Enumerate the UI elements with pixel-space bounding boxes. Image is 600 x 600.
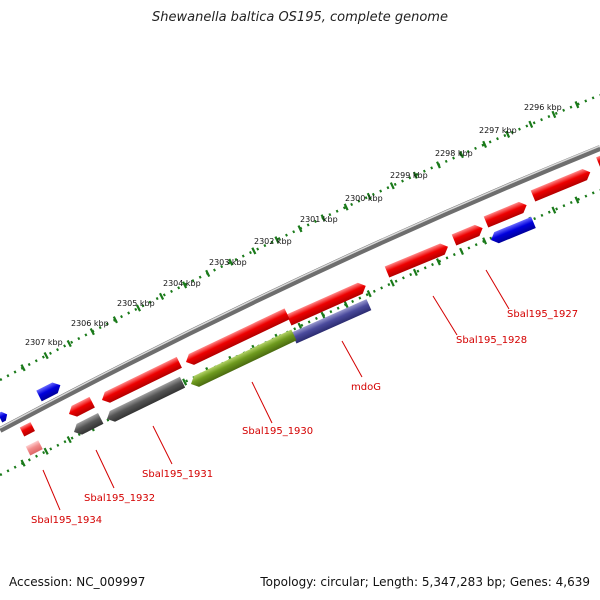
outer-tick-marks (20, 101, 580, 372)
scale-tick (89, 327, 95, 336)
gene-label: mdoG (351, 382, 381, 393)
scale-label: 2296 kbp (524, 103, 562, 112)
scale-label: 2306 kbp (71, 319, 109, 328)
gene-arrow (286, 282, 366, 326)
scale-tick (551, 110, 557, 119)
scale-tick (343, 203, 349, 211)
scale-label: 2300 kbp (345, 194, 383, 203)
gene-arrow (107, 376, 186, 422)
label-callouts (42, 269, 510, 511)
scale-tick (320, 311, 326, 319)
gene-label: Sbal195_1931 (142, 469, 213, 480)
scale-tick (228, 258, 234, 266)
scale-tick (43, 351, 49, 360)
scale-tick (320, 214, 326, 222)
map-title: Shewanella baltica OS195, complete genom… (152, 10, 448, 25)
scale-tick (20, 364, 26, 372)
gene-arrow (191, 329, 297, 387)
scale-tick (274, 236, 280, 244)
scale-tick (412, 171, 418, 179)
reverse-genes (19, 216, 536, 456)
scale-labels: 2296 kbp 2297 kbp 2298 kbp 2299 kbp 2300… (25, 103, 562, 347)
scale-tick (343, 300, 349, 309)
gene-arrow (483, 201, 527, 228)
gene-arrow (384, 243, 448, 278)
scale-tick (482, 237, 488, 245)
gene-label: Sbal195_1927 (507, 309, 578, 320)
scale-tick (366, 290, 372, 298)
scale-tick (297, 225, 303, 233)
gene-arrow (451, 224, 483, 246)
gene-arrow (291, 299, 372, 344)
scale-label: 2307 kbp (25, 338, 63, 347)
scale-label: 2304 kbp (163, 279, 201, 288)
scale-tick (135, 304, 142, 312)
gene-arrow (596, 153, 600, 167)
scale-label: 2303 kbp (209, 258, 247, 267)
scale-tick (412, 268, 418, 277)
scale-tick (389, 182, 395, 190)
scale-tick (389, 279, 395, 287)
gene-arrow (69, 396, 95, 417)
scale-label: 2298 kbp (435, 149, 473, 158)
gene-label: Sbal195_1928 (456, 335, 527, 346)
gene-label: Sbal195_1930 (242, 426, 313, 437)
scale-tick (182, 378, 188, 386)
scale-label: 2297 kbp (479, 126, 517, 135)
scale-tick (112, 316, 118, 324)
scale-tick (20, 459, 26, 467)
scale-tick (459, 150, 464, 159)
scale-tick (574, 196, 580, 204)
scale-tick (251, 247, 257, 255)
genome-backbone (0, 145, 600, 433)
scale-tick (505, 130, 511, 138)
scale-tick (182, 281, 188, 289)
scale-tick (459, 247, 464, 255)
scale-tick (528, 120, 534, 128)
scale-label: 2301 kbp (300, 215, 338, 224)
gene-arrow (19, 422, 35, 437)
scale-tick (551, 206, 557, 214)
scale-tick (66, 435, 72, 444)
scale-tick (436, 161, 441, 169)
gene-arrow (491, 216, 536, 244)
scale-tick (158, 292, 165, 301)
gene-labels: Sbal195_1927 Sbal195_1928 mdoG Sbal195_1… (31, 309, 578, 526)
scale-tick (366, 192, 372, 200)
genome-summary-text: Topology: circular; Length: 5,347,283 bp… (260, 575, 590, 589)
gene-arrow (0, 411, 8, 423)
gene-arrow (102, 356, 182, 403)
accession-text: Accession: NC_009997 (9, 575, 146, 589)
gene-arrow (36, 382, 61, 402)
gene-arrow (74, 413, 104, 435)
gene-arrow (25, 440, 43, 456)
scale-tick (574, 101, 580, 109)
scale-label: 2302 kbp (254, 237, 292, 246)
scale-tick (436, 258, 441, 266)
gene-label: Sbal195_1934 (31, 515, 102, 526)
gene-label: Sbal195_1932 (84, 493, 155, 504)
scale-tick (66, 339, 72, 348)
gene-arrow (186, 308, 290, 365)
scale-tick (43, 447, 49, 455)
scale-tick (482, 140, 488, 149)
gene-arrow (530, 169, 591, 202)
scale-label: 2299 kbp (390, 171, 428, 180)
scale-tick (205, 269, 211, 278)
scale-label: 2305 kbp (117, 299, 155, 308)
forward-genes (0, 153, 600, 423)
